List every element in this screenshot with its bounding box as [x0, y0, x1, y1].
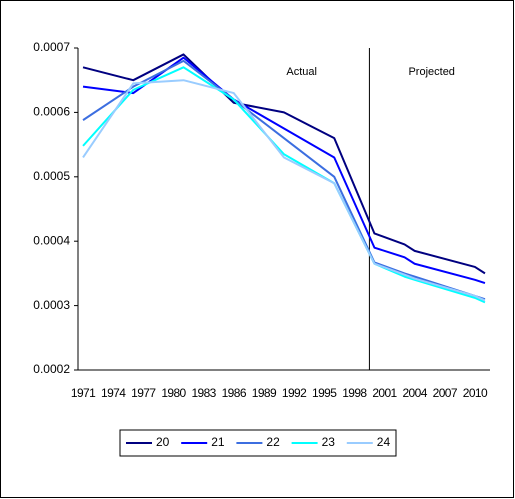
series-line — [82, 53, 486, 275]
x-tick-label: 1995 — [312, 386, 337, 400]
x-tick-label: 2007 — [433, 386, 458, 400]
annotation: Actual — [286, 66, 317, 78]
x-tick-label: 2001 — [372, 386, 397, 400]
x-tick-label: 1983 — [191, 386, 216, 400]
x-tick-label: 1980 — [161, 386, 186, 400]
x-tick-label: 1992 — [282, 386, 307, 400]
x-tick-label: 1971 — [71, 386, 96, 400]
x-tick-label: 2010 — [463, 386, 488, 400]
x-tick-label: 1998 — [342, 386, 367, 400]
x-tick-label: 1986 — [222, 386, 247, 400]
x-tick-label: 1974 — [101, 386, 126, 400]
series-line — [82, 79, 486, 302]
y-tick-label: 0.0003 — [33, 298, 70, 312]
y-tick-label: 0.0007 — [33, 40, 70, 54]
x-tick-label: 2004 — [402, 386, 427, 400]
x-tick-label: 1977 — [131, 386, 156, 400]
x-tick-label: 1989 — [252, 386, 277, 400]
legend-label: 22 — [266, 435, 280, 449]
legend-label: 21 — [211, 435, 225, 449]
y-tick-label: 0.0002 — [33, 362, 70, 376]
annotation: Projected — [408, 66, 454, 78]
y-tick-label: 0.0006 — [33, 105, 70, 119]
legend-label: 23 — [322, 435, 336, 449]
legend-label: 20 — [156, 435, 170, 449]
legend-label: 24 — [377, 435, 391, 449]
y-tick-label: 0.0005 — [33, 169, 70, 183]
y-tick-label: 0.0004 — [33, 233, 70, 247]
series-line — [82, 59, 486, 301]
